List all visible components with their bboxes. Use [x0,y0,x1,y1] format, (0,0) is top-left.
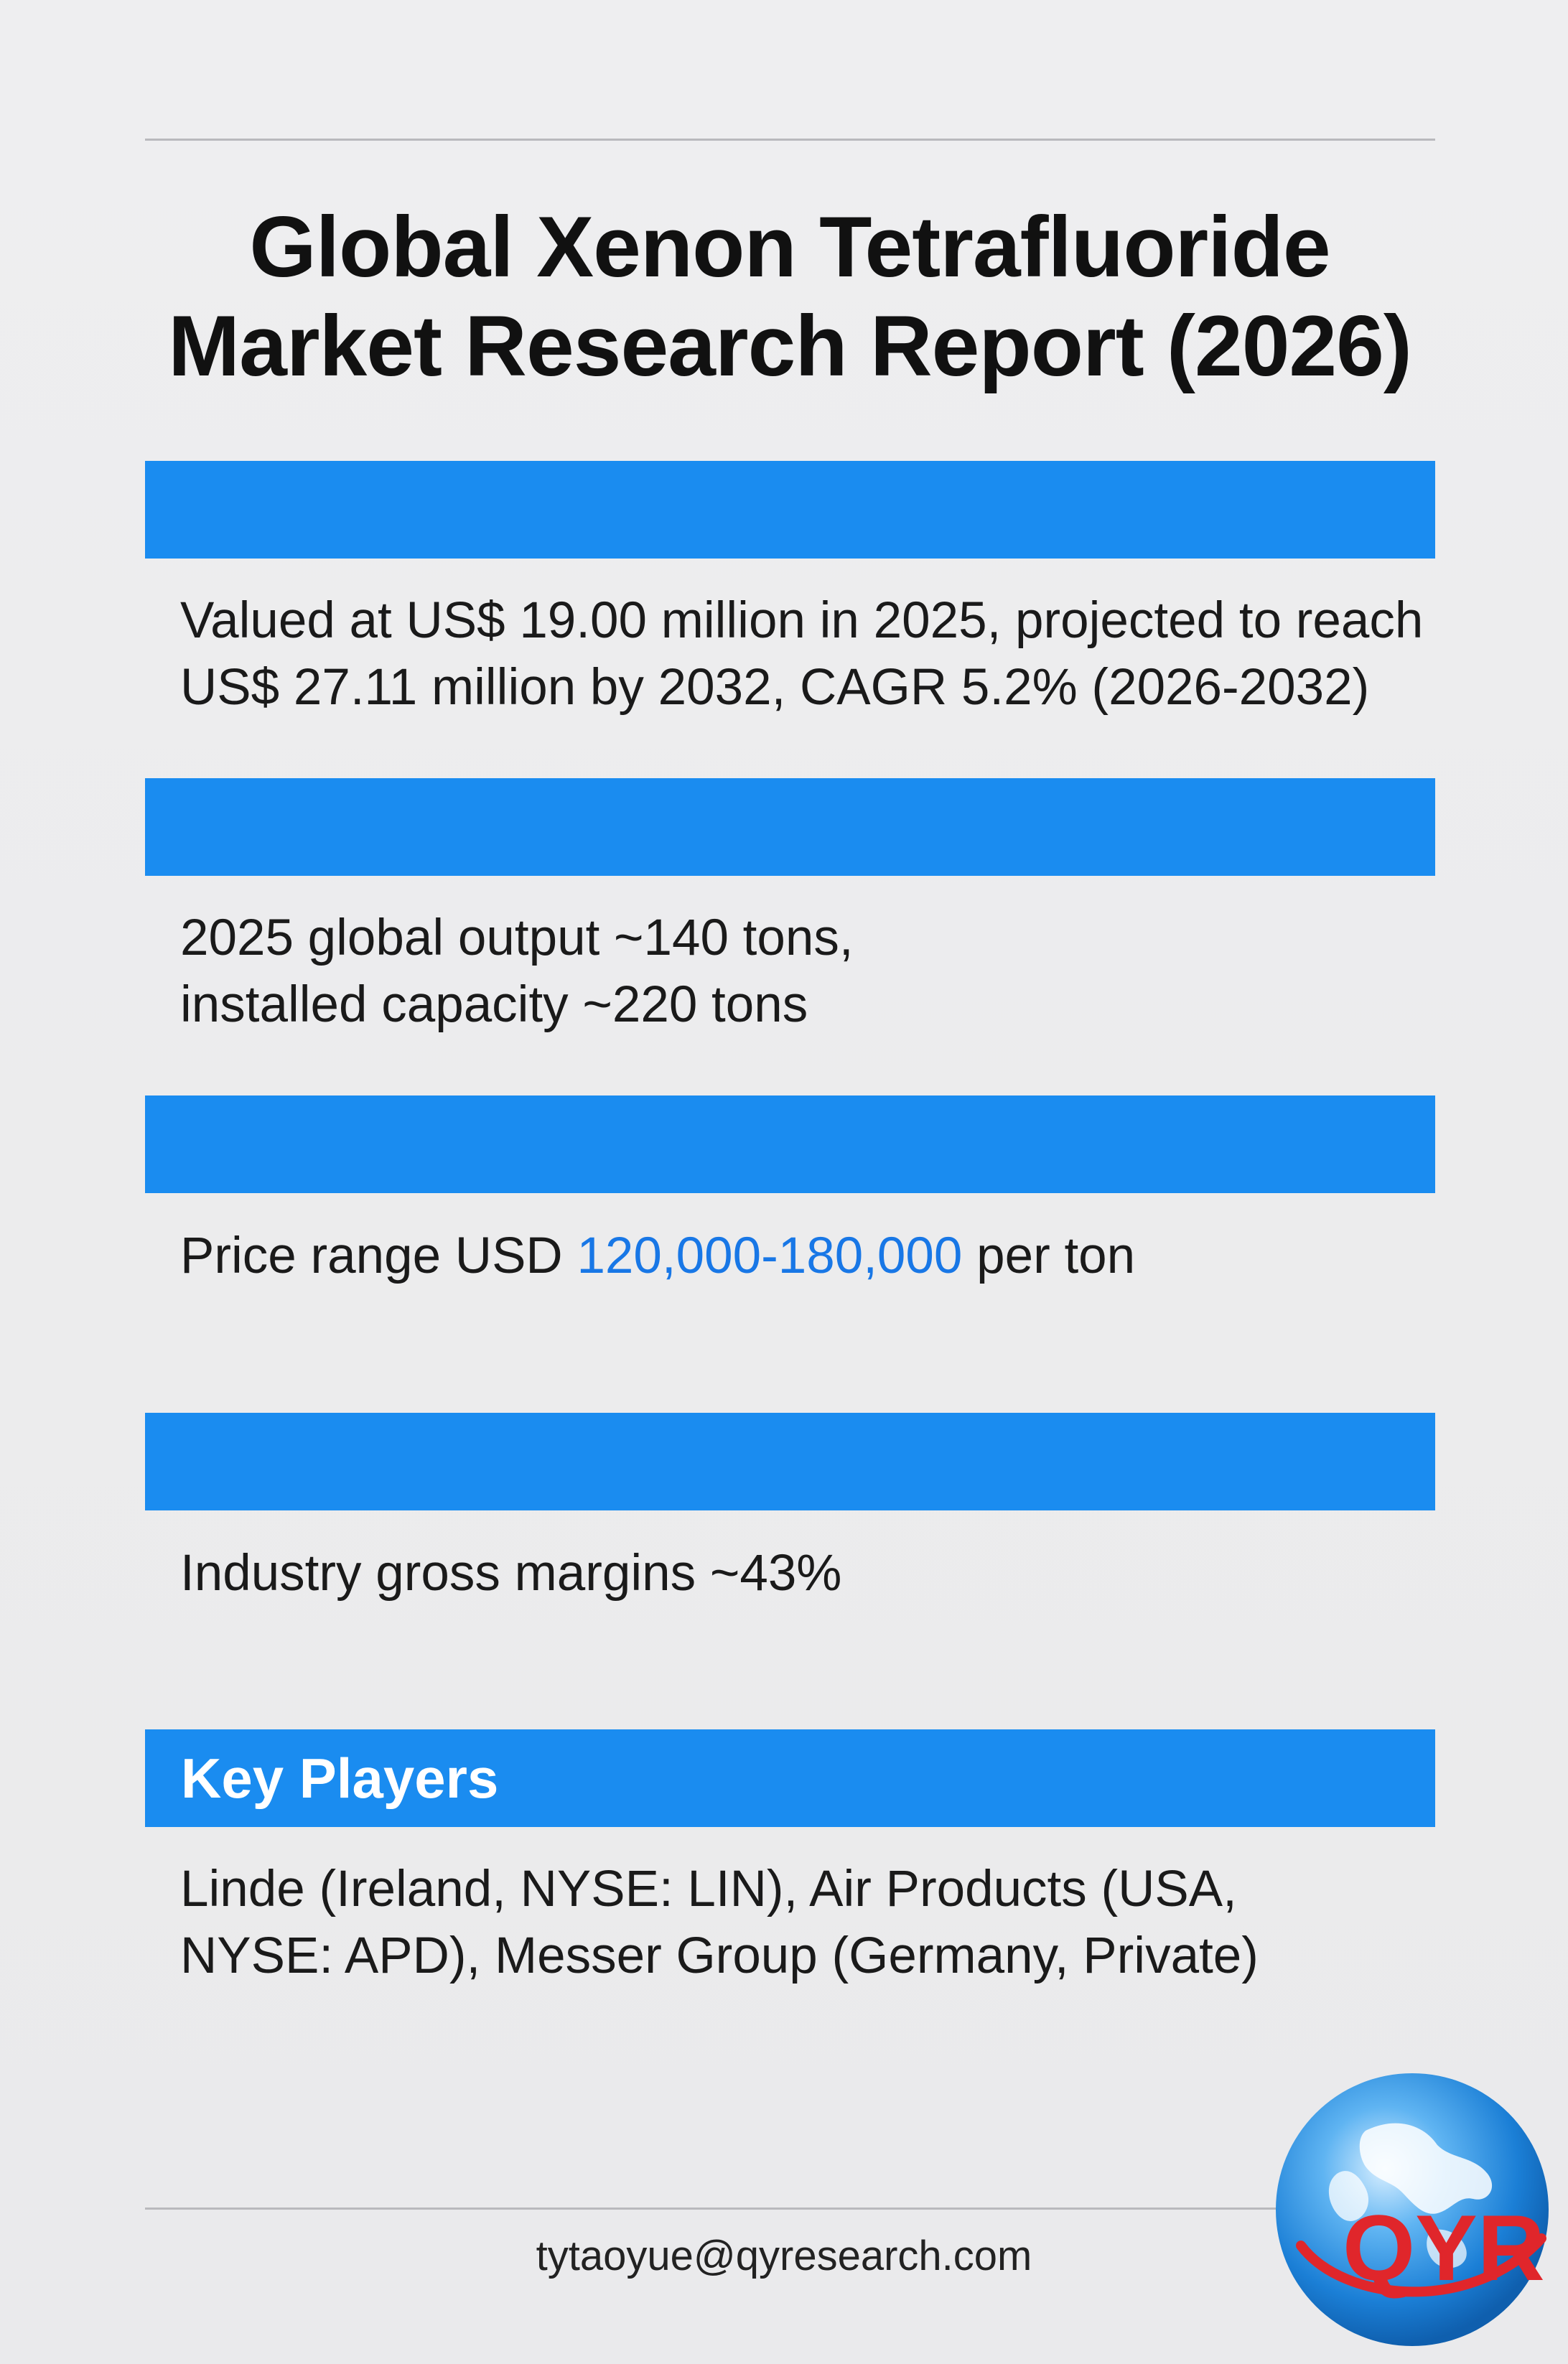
gross-margins-line: Industry gross margins ~43% [180,1545,842,1602]
section-bar-price [145,1095,1435,1193]
top-divider [145,139,1435,141]
key-players-line-2: NYSE: APD), Messer Group (Germany, Priva… [180,1928,1259,1984]
key-players-text: Linde (Ireland, NYSE: LIN), Air Products… [180,1856,1444,1989]
market-value-line-2: US$ 27.11 million by 2032, CAGR 5.2% (20… [180,659,1370,716]
market-value-text: Valued at US$ 19.00 million in 2025, pro… [180,587,1444,721]
section-bar-margins [145,1413,1435,1510]
price-range-text: Price range USD 120,000-180,000 per ton [180,1223,1444,1289]
market-value-line-1: Valued at US$ 19.00 million in 2025, pro… [180,592,1424,649]
title-line-1: Global Xenon Tetrafluoride [249,199,1330,295]
price-value: 120,000-180,000 [577,1228,963,1284]
price-suffix: per ton [962,1228,1136,1284]
output-capacity-text: 2025 global output ~140 tons, installed … [180,905,1444,1038]
contact-email[interactable]: tytaoyue@qyresearch.com [536,2233,1032,2279]
title-line-2: Market Research Report (2026) [168,298,1412,394]
output-line-2: installed capacity ~220 tons [180,976,808,1033]
key-players-heading: Key Players [181,1747,499,1810]
report-title: Global Xenon Tetrafluoride Market Resear… [108,197,1472,396]
qyr-logo: QYR [1276,2073,1549,2346]
globe-icon [1276,2073,1549,2346]
output-line-1: 2025 global output ~140 tons, [180,910,854,966]
price-range-line: Price range USD 120,000-180,000 per ton [180,1223,1444,1289]
price-prefix: Price range USD [180,1228,577,1284]
key-players-line-1: Linde (Ireland, NYSE: LIN), Air Products… [180,1861,1237,1917]
section-bar-output [145,778,1435,876]
section-bar-key-players: Key Players [145,1729,1435,1827]
logo-text: QYR [1343,2195,1545,2300]
section-bar-market-value [145,461,1435,559]
gross-margins-text: Industry gross margins ~43% [180,1540,1444,1607]
bottom-divider [145,2208,1435,2210]
